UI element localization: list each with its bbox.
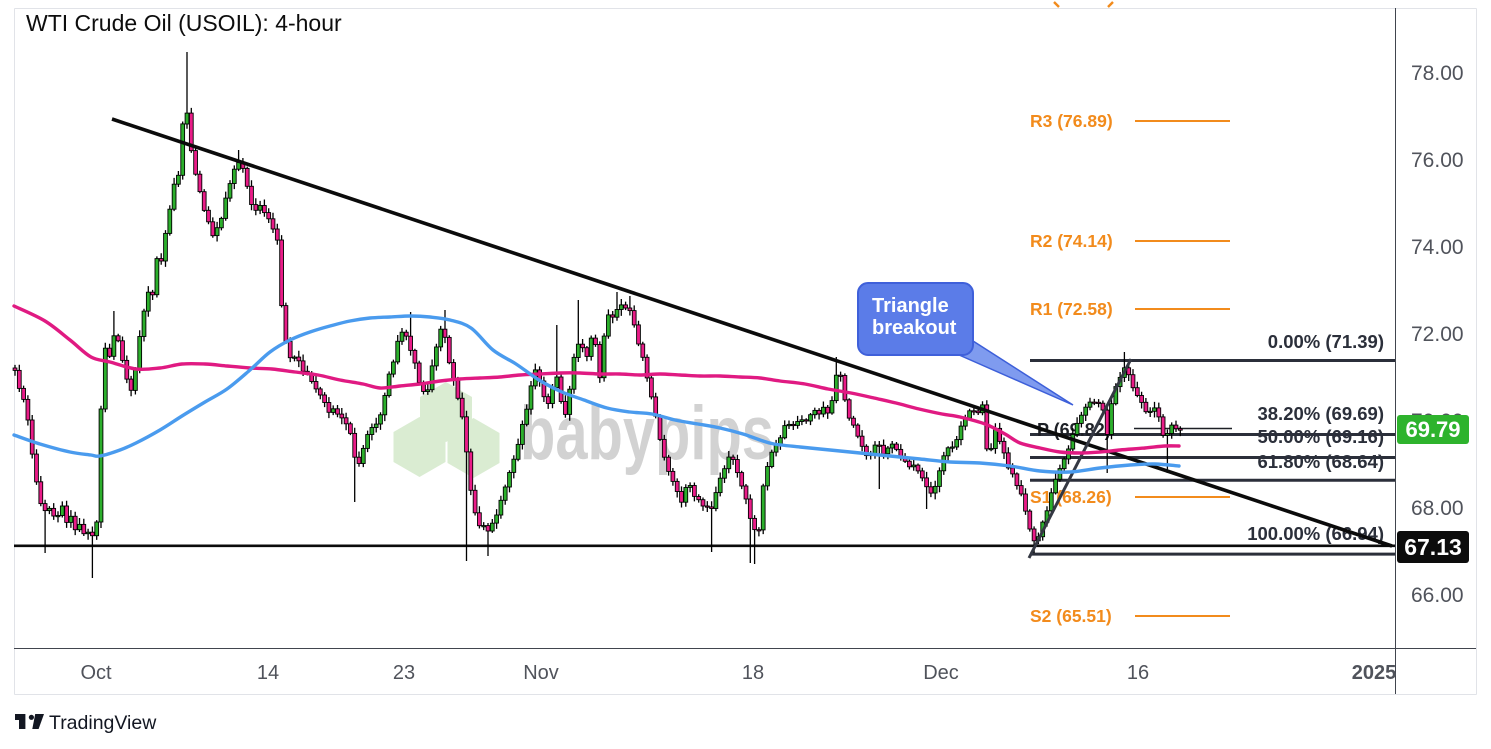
svg-text:14: 14 (257, 662, 279, 684)
svg-text:breakout: breakout (872, 317, 957, 339)
svg-text:Dec: Dec (923, 662, 959, 684)
svg-text:78.00: 78.00 (1411, 62, 1464, 85)
svg-text:Nov: Nov (523, 662, 559, 684)
svg-text:76.00: 76.00 (1411, 149, 1464, 172)
svg-text:R2 (74.14): R2 (74.14) (1030, 231, 1113, 251)
svg-text:66.00: 66.00 (1411, 584, 1464, 607)
svg-text:68.00: 68.00 (1411, 497, 1464, 520)
svg-text:38.20% (69.69): 38.20% (69.69) (1257, 403, 1384, 424)
svg-text:R3 (76.89): R3 (76.89) (1030, 111, 1113, 131)
svg-text:Oct: Oct (80, 662, 112, 684)
svg-text:S2 (65.51): S2 (65.51) (1030, 606, 1112, 626)
svg-text:R1 (72.58): R1 (72.58) (1030, 299, 1113, 319)
svg-text:100.00% (66.94): 100.00% (66.94) (1247, 523, 1384, 544)
svg-text:74.00: 74.00 (1411, 236, 1464, 259)
svg-text:72.00: 72.00 (1411, 323, 1464, 346)
svg-text:69.79: 69.79 (1405, 417, 1460, 442)
svg-text:Triangle: Triangle (872, 295, 949, 317)
svg-text:0.00% (71.39): 0.00% (71.39) (1268, 331, 1384, 352)
svg-text:2025: 2025 (1352, 662, 1397, 684)
svg-text:61.80% (68.64): 61.80% (68.64) (1257, 451, 1384, 472)
svg-text:16: 16 (1127, 662, 1149, 684)
svg-text:TradingView: TradingView (49, 712, 157, 734)
svg-text:18: 18 (742, 662, 764, 684)
svg-text:S1 (68.26): S1 (68.26) (1030, 487, 1112, 507)
svg-text:23: 23 (393, 662, 415, 684)
svg-text:67.13: 67.13 (1404, 534, 1462, 560)
svg-text:WTI Crude Oil (USOIL): 4-hour: WTI Crude Oil (USOIL): 4-hour (26, 10, 342, 36)
svg-text:babypips: babypips (520, 391, 774, 476)
svg-text:50.00% (69.16): 50.00% (69.16) (1257, 426, 1384, 447)
